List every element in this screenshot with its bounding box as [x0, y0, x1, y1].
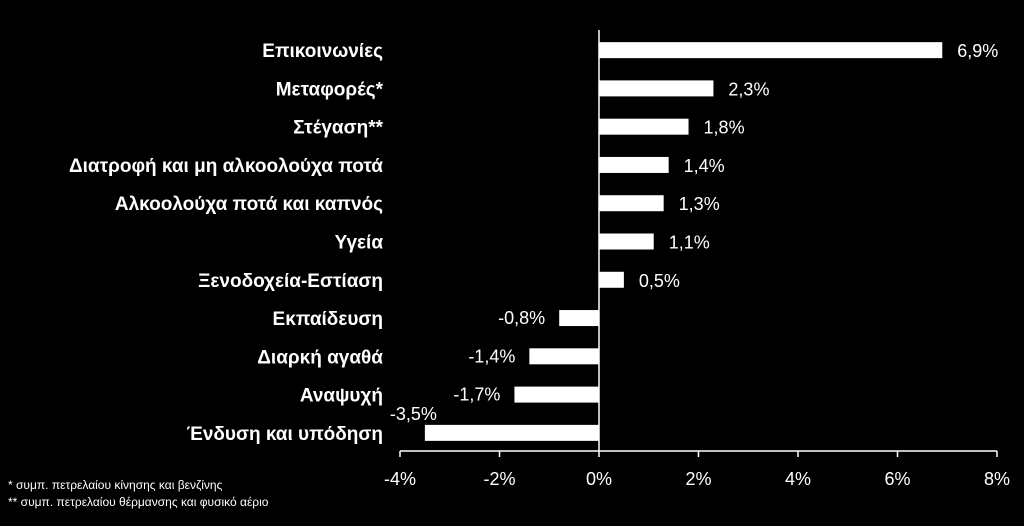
data-label: -1,7%: [453, 385, 500, 405]
x-tick-label: 4%: [785, 469, 811, 489]
x-tick-label: 8%: [984, 469, 1010, 489]
data-label: -0,8%: [498, 308, 545, 328]
category-label: Εκπαίδευση: [273, 309, 383, 330]
data-label: -1,4%: [468, 346, 515, 366]
category-label: Ένδυση και υπόδηση: [187, 424, 383, 445]
bar: [424, 424, 599, 441]
x-tick-label: -2%: [483, 469, 515, 489]
footnote-1: * συμπ. πετρελαίου κίνησης και βενζίνης: [8, 478, 223, 492]
data-label: 6,9%: [957, 41, 998, 61]
bar: [599, 156, 669, 173]
category-label: Διαρκή αγαθά: [257, 347, 383, 368]
bar: [529, 348, 599, 365]
bar: [599, 271, 624, 288]
x-tick-label: 0%: [586, 469, 612, 489]
category-label: Μεταφορές*: [276, 79, 384, 100]
bar: [599, 42, 943, 59]
category-label: Στέγαση**: [293, 118, 383, 139]
bar: [599, 195, 664, 212]
bar: [599, 118, 689, 135]
bars-group: Επικοινωνίες 6,9% Μεταφορές* 2,3% Στέγαση** 1…: [69, 41, 998, 445]
data-label: 2,3%: [728, 79, 769, 99]
footnote-2: ** συμπ. πετρελαίου θέρμανσης και φυσικό…: [8, 495, 269, 509]
bar: [559, 310, 599, 327]
data-label: 1,3%: [679, 194, 720, 214]
x-axis: -4% -2% 0% 2% 4% 6% 8%: [384, 30, 1010, 489]
data-label: -3,5%: [390, 404, 437, 424]
category-label: Υγεία: [335, 233, 384, 254]
category-label: Επικοινωνίες: [262, 41, 383, 62]
x-tick-label: 2%: [685, 469, 711, 489]
bar: [514, 386, 599, 403]
bar: [599, 80, 714, 97]
bar: [599, 233, 654, 250]
data-label: 1,8%: [704, 118, 745, 138]
category-label: Διατροφή και μη αλκοολούχα ποτά: [69, 156, 383, 177]
data-label: 1,1%: [669, 233, 710, 253]
category-label: Αναψυχή: [300, 386, 383, 407]
category-label: Αλκοολούχα ποτά και καπνός: [115, 194, 383, 215]
x-tick-label: 6%: [884, 469, 910, 489]
category-label: Ξενοδοχεία-Εστίαση: [198, 271, 383, 292]
data-label: 0,5%: [639, 271, 680, 291]
x-tick-label: -4%: [384, 469, 416, 489]
data-label: 1,4%: [684, 156, 725, 176]
